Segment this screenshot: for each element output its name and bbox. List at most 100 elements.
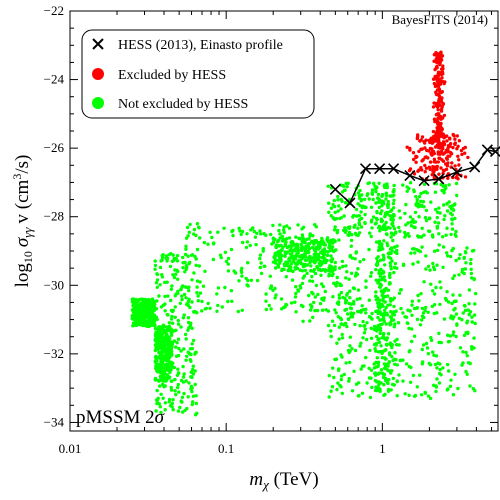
- scatter-point: [185, 285, 189, 290]
- scatter-point: [264, 307, 268, 312]
- scatter-point: [466, 330, 470, 334]
- scatter-point: [206, 242, 210, 246]
- scatter-point: [386, 332, 391, 336]
- scatter-point: [195, 311, 199, 315]
- scatter-point: [289, 265, 293, 270]
- pmssm-annotation: pMSSM 2σ: [76, 407, 165, 428]
- scatter-point: [184, 236, 189, 240]
- scatter-point: [157, 294, 161, 298]
- scatter-point: [446, 150, 450, 154]
- scatter-point: [438, 280, 442, 284]
- scatter-point: [224, 259, 229, 264]
- scatter-point: [431, 235, 435, 239]
- scatter-point: [337, 238, 341, 242]
- scatter-point: [264, 299, 268, 303]
- scatter-point: [374, 385, 378, 389]
- scatter-point: [163, 309, 167, 313]
- scatter-point: [381, 200, 386, 204]
- scatter-point: [321, 252, 325, 256]
- scatter-point: [133, 318, 137, 322]
- scatter-point: [130, 297, 135, 301]
- scatter-point: [424, 305, 428, 310]
- scatter-point: [187, 288, 191, 293]
- scatter-point: [162, 357, 166, 362]
- scatter-point: [398, 216, 402, 220]
- scatter-point: [176, 409, 181, 413]
- scatter-point: [374, 240, 379, 244]
- scatter-point: [187, 351, 192, 356]
- scatter-point: [165, 365, 170, 370]
- scatter-point: [343, 226, 347, 230]
- scatter-point: [295, 262, 300, 266]
- scatter-point: [374, 221, 378, 225]
- scatter-point: [237, 279, 241, 283]
- scatter-point: [293, 300, 297, 304]
- scatter-point: [216, 230, 220, 234]
- scatter-point: [282, 263, 287, 268]
- scatter-point: [378, 298, 382, 302]
- scatter-point: [444, 298, 449, 302]
- scatter-point: [246, 278, 250, 283]
- scatter-point: [405, 185, 409, 189]
- scatter-point: [468, 384, 472, 388]
- scatter-point: [389, 310, 393, 314]
- scatter-point: [348, 360, 352, 365]
- legend-x-marker: [92, 38, 104, 50]
- scatter-point: [163, 408, 167, 412]
- scatter-point: [399, 288, 403, 292]
- scatter-point: [343, 201, 348, 205]
- scatter-point: [437, 172, 441, 176]
- scatter-point: [173, 315, 177, 319]
- scatter-point: [384, 357, 388, 361]
- scatter-point: [360, 304, 364, 308]
- scatter-point: [358, 188, 362, 193]
- scatter-point: [325, 253, 330, 257]
- scatter-point: [190, 386, 194, 390]
- scatter-point: [280, 239, 285, 243]
- hess-x-marker: [451, 166, 463, 178]
- scatter-point: [335, 231, 339, 235]
- scatter-point: [367, 181, 372, 185]
- scatter-point: [376, 304, 380, 309]
- scatter-point: [373, 388, 378, 393]
- scatter-point: [374, 201, 378, 205]
- scatter-point: [431, 149, 436, 154]
- scatter-point: [457, 139, 462, 143]
- scatter-point: [371, 197, 375, 202]
- scatter-point: [374, 365, 379, 369]
- scatter-point: [419, 191, 423, 196]
- scatter-point: [391, 238, 395, 243]
- scatter-point: [448, 254, 453, 259]
- scatter-point: [376, 350, 380, 354]
- scatter-point: [155, 285, 159, 289]
- scatter-point: [424, 208, 429, 213]
- scatter-point: [164, 349, 168, 354]
- scatter-point: [336, 198, 340, 202]
- scatter-point: [390, 194, 394, 198]
- scatter-point: [451, 145, 455, 150]
- scatter-point: [447, 369, 451, 373]
- scatter-point: [412, 334, 417, 338]
- scatter-point: [389, 235, 393, 239]
- scatter-point: [347, 230, 352, 235]
- scatter-point: [180, 294, 184, 298]
- scatter-point: [180, 400, 184, 404]
- scatter-point: [434, 285, 438, 290]
- scatter-point: [156, 332, 160, 337]
- scatter-point: [314, 238, 318, 243]
- scatter-point: [420, 147, 424, 151]
- scatter-point: [295, 242, 299, 246]
- scatter-point: [432, 160, 436, 164]
- scatter-point: [447, 339, 452, 344]
- scatter-point: [368, 395, 373, 400]
- scatter-point: [417, 195, 422, 199]
- scatter-point: [432, 303, 437, 307]
- scatter-point: [222, 226, 226, 230]
- scatter-point: [418, 323, 423, 327]
- scatter-point: [470, 315, 474, 319]
- scatter-point: [397, 291, 402, 295]
- scatter-point: [269, 307, 273, 311]
- scatter-point: [432, 76, 437, 81]
- scatter-point: [370, 317, 374, 321]
- scatter-point: [286, 268, 290, 273]
